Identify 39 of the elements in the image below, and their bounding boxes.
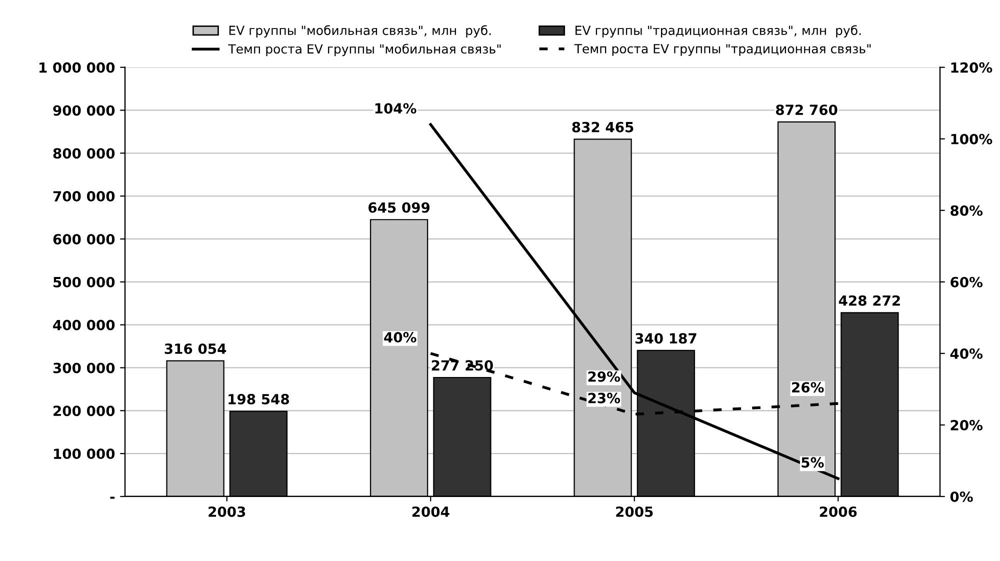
- data-label: 26%: [792, 382, 824, 393]
- data-label: 40%: [384, 332, 416, 343]
- data-label: 340 187: [635, 333, 696, 344]
- y-tick-label: 900 000: [53, 105, 115, 116]
- y-tick-label: 1 000 000: [40, 62, 115, 73]
- data-label: 316 054: [164, 343, 226, 354]
- data-label: 832 465: [572, 122, 634, 132]
- x-tick-label: 2003: [208, 506, 246, 517]
- y-tick-label: 100 000: [54, 448, 115, 460]
- y2-tick-label: 120%: [951, 62, 992, 73]
- y-tick-label: 500 000: [54, 276, 115, 288]
- y-tick-label: 400 000: [53, 320, 115, 330]
- x-tick-label: 2006: [820, 506, 857, 517]
- y-tick-label: 200 000: [54, 406, 115, 416]
- legend-label: Темп роста EV группы "традиционная связь": [574, 44, 871, 56]
- y-tick-label: 300 000: [53, 362, 115, 374]
- legend-label: Темп роста EV группы "мобильная связь": [228, 44, 501, 56]
- y2-tick-label: 60%: [950, 276, 983, 288]
- legend-label: EV группы "мобильная связь", млн руб.: [229, 25, 491, 38]
- y2-tick-label: 100%: [951, 134, 992, 144]
- y2-tick-label: 0%: [950, 491, 973, 502]
- y2-tick-label: 40%: [950, 348, 983, 359]
- data-label: 23%: [588, 392, 620, 404]
- data-label: 198 548: [228, 394, 290, 404]
- data-label: 5%: [802, 457, 824, 468]
- data-label: 29%: [588, 371, 620, 382]
- x-tick-label: 2005: [616, 506, 653, 517]
- y2-tick-label: 20%: [950, 420, 983, 430]
- data-label: 104%: [375, 103, 416, 114]
- x-tick-label: 2004: [412, 506, 450, 517]
- y-tick-label: 700 000: [53, 191, 115, 202]
- data-label: 645 099: [368, 202, 430, 213]
- legend-label: EV группы "традиционная связь", млн руб.: [576, 25, 861, 38]
- y-tick-label: 800 000: [53, 148, 115, 159]
- y-tick-label: -: [110, 496, 115, 499]
- data-label: 872 760: [776, 104, 838, 116]
- data-label: 428 272: [838, 295, 900, 306]
- y-tick-label: 600 000: [53, 234, 115, 244]
- y2-tick-label: 80%: [950, 205, 983, 216]
